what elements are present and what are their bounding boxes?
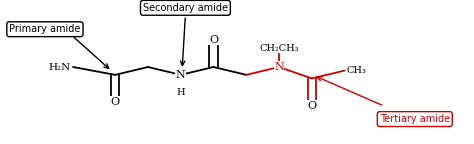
Text: CH₃: CH₃ xyxy=(347,66,367,75)
Text: Secondary amide: Secondary amide xyxy=(143,3,228,13)
Text: H: H xyxy=(176,88,185,97)
Text: CH₂CH₃: CH₂CH₃ xyxy=(259,44,299,53)
Text: O: O xyxy=(307,101,316,110)
Text: Primary amide: Primary amide xyxy=(9,24,81,34)
Text: O: O xyxy=(110,97,120,107)
Text: H₂N: H₂N xyxy=(48,62,71,72)
Text: N: N xyxy=(176,70,186,80)
Text: O: O xyxy=(209,35,218,45)
Text: Tertiary amide: Tertiary amide xyxy=(380,114,450,124)
Text: N: N xyxy=(274,62,284,72)
